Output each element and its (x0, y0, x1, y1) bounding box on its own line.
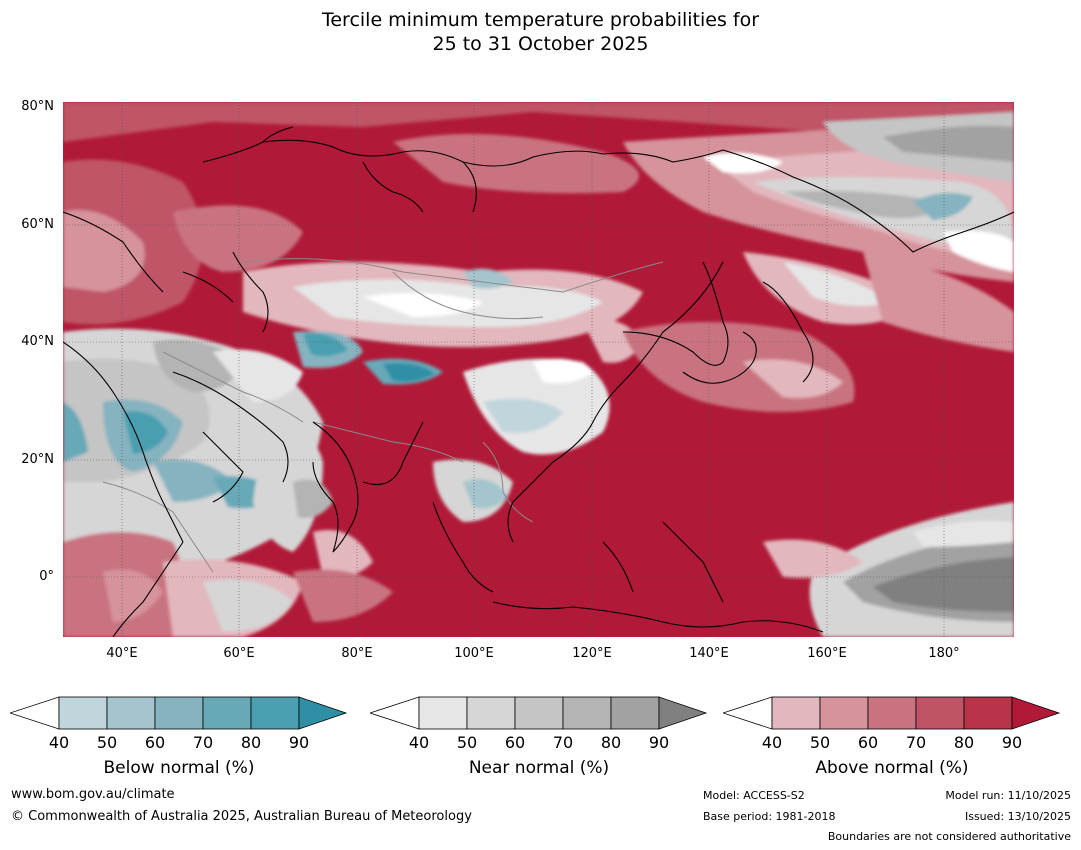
coastlines (63, 126, 1014, 637)
legend-near-arrow-high (658, 696, 708, 730)
legend-near-swatch (514, 696, 564, 730)
legend-below-normal (10, 690, 350, 730)
map-title: Tercile minimum temperature probabilitie… (0, 8, 1081, 56)
legend-below-arrow-low (10, 696, 60, 730)
legend-above-swatch (771, 696, 821, 730)
legend-above-title: Above normal (%) (815, 758, 969, 778)
legend-above-arrow-low (723, 696, 773, 730)
legend-above-swatch (819, 696, 869, 730)
legend-below-colorbar (10, 696, 348, 730)
legend-below-arrow-high (298, 696, 348, 730)
legend-near-tick: 60 (504, 733, 526, 752)
copyright-text: © Commonwealth of Australia 2025, Austra… (11, 809, 472, 824)
legend-below-swatch (106, 696, 156, 730)
model-run-text: Model run: 11/10/2025 (945, 789, 1071, 802)
base-period-text: Base period: 1981-2018 (703, 810, 836, 823)
lon-label-100e: 100°E (454, 646, 494, 661)
legend-near-swatch (562, 696, 612, 730)
legend-near-colorbar (370, 696, 708, 730)
legend-above-swatch (867, 696, 917, 730)
legend-near-tick: 70 (552, 733, 574, 752)
probability-map (63, 102, 1014, 637)
lon-label-160e: 160°E (807, 646, 847, 661)
lon-label-140e: 140°E (689, 646, 729, 661)
legend-below-tick: 50 (96, 733, 118, 752)
probability-fields (63, 102, 1014, 637)
lat-label-20n: 20°N (21, 452, 54, 467)
lat-label-80n: 80°N (21, 99, 54, 114)
legend-above-tick: 40 (761, 733, 783, 752)
legend-near-arrow-low (370, 696, 420, 730)
issued-text: Issued: 13/10/2025 (964, 810, 1071, 823)
legend-near-tick: 80 (600, 733, 622, 752)
title-line-2: 25 to 31 October 2025 (432, 33, 649, 55)
legend-above-tick: 60 (857, 733, 879, 752)
lat-label-60n: 60°N (21, 217, 54, 232)
legend-near-swatch (610, 696, 660, 730)
legend-below-tick: 90 (288, 733, 310, 752)
lon-label-120e: 120°E (572, 646, 612, 661)
legend-near-swatch (418, 696, 468, 730)
legend-above-tick: 90 (1001, 733, 1023, 752)
legend-near-normal (370, 690, 710, 730)
legend-above-arrow-high (1011, 696, 1061, 730)
boundaries-disclaimer: Boundaries are not considered authoritat… (827, 830, 1071, 843)
legend-above-tick: 50 (809, 733, 831, 752)
legend-near-tick: 50 (456, 733, 478, 752)
lon-label-60e: 60°E (223, 646, 255, 661)
legend-near-swatch (466, 696, 516, 730)
legend-below-title: Below normal (%) (103, 758, 255, 778)
legend-above-colorbar (723, 696, 1061, 730)
legend-below-tick: 40 (48, 733, 70, 752)
legend-below-tick: 70 (192, 733, 214, 752)
graticule (63, 102, 1014, 637)
legend-below-swatch (250, 696, 300, 730)
lon-label-40e: 40°E (106, 646, 138, 661)
legend-near-tick: 40 (408, 733, 430, 752)
legend-above-normal (723, 690, 1063, 730)
legend-above-swatch (963, 696, 1013, 730)
title-line-1: Tercile minimum temperature probabilitie… (321, 9, 760, 31)
legend-above-tick: 80 (953, 733, 975, 752)
country-boundaries (102, 258, 664, 573)
legend-below-swatch (202, 696, 252, 730)
legend-near-title: Near normal (%) (468, 758, 610, 778)
legend-above-tick: 70 (905, 733, 927, 752)
legend-below-tick: 80 (240, 733, 262, 752)
lat-label-0: 0° (39, 569, 54, 584)
legend-below-swatch (58, 696, 108, 730)
lat-label-40n: 40°N (21, 334, 54, 349)
legend-above-swatch (915, 696, 965, 730)
map-canvas (63, 102, 1014, 637)
legend-near-tick: 90 (648, 733, 670, 752)
legend-below-tick: 60 (144, 733, 166, 752)
legend-below-swatch (154, 696, 204, 730)
lon-label-80e: 80°E (341, 646, 373, 661)
lon-label-180: 180° (928, 646, 960, 661)
website-link[interactable]: www.bom.gov.au/climate (11, 787, 175, 802)
model-text: Model: ACCESS-S2 (703, 789, 805, 802)
